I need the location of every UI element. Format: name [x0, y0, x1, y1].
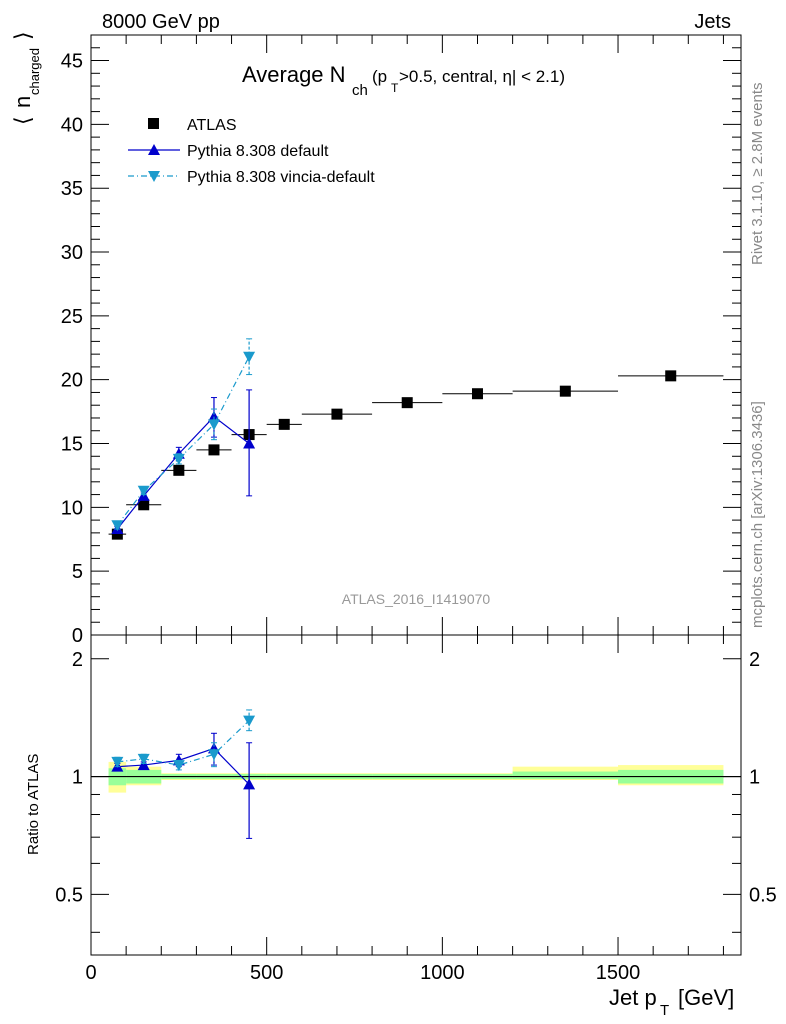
title-cond-rest: >0.5, central, η| < 2.1) [399, 67, 565, 86]
legend: ATLAS Pythia 8.308 default Pythia 8.308 … [128, 117, 375, 186]
ratio-frame [90, 634, 742, 956]
ratio-ticks: 0.5 0.5 1 1 2 2 0 500 1000 1500 [55, 635, 777, 984]
main-series-2-point [137, 485, 150, 497]
legend-item-pythia-vincia: Pythia 8.308 vincia-default [128, 169, 375, 186]
y-tick-label: 40 [61, 114, 83, 136]
y-tick-label: 5 [72, 561, 83, 583]
ratio-series-1-point [111, 756, 124, 768]
ratio-series-1-line [117, 720, 250, 766]
main-series-0-point [278, 418, 290, 430]
y-tick-label: 25 [61, 306, 83, 328]
main-series-2-line [116, 356, 250, 526]
ratio-y-tick-label-left: 0.5 [55, 884, 83, 906]
legend-label-pythia-default: Pythia 8.308 default [187, 143, 329, 160]
y-tick-label: 30 [61, 242, 83, 264]
x-tick-label: 0 [85, 962, 96, 984]
main-series-0-point [138, 499, 150, 511]
ratio-series-1-point [172, 760, 185, 772]
y-tick-label: 45 [61, 51, 83, 73]
legend-item-atlas: ATLAS [148, 117, 237, 134]
y-tick-label: 0 [72, 625, 83, 647]
ratio-y-tick-label-right: 1 [749, 767, 760, 789]
ratio-y-tick-label-left: 1 [72, 767, 83, 789]
ratio-y-tick-label-right: 2 [749, 649, 760, 671]
main-series-0-point [401, 397, 413, 409]
y-tick-label: 35 [61, 178, 83, 200]
main-series-0-point [331, 408, 343, 420]
main-series-2-point [243, 351, 256, 363]
rivet-version: Rivet 3.1.10, ≥ 2.8M events [749, 83, 766, 266]
xlabel-sub: T [660, 1002, 669, 1019]
main-title: Average N ch (p T >0.5, central, η| < 2.… [242, 62, 565, 99]
ratio-series-1-point [137, 753, 150, 765]
title-cond-sub: T [391, 81, 399, 95]
legend-marker-triangle-down [148, 171, 160, 182]
main-series-0-point [559, 385, 571, 397]
ylabel-sub: charged [27, 48, 42, 95]
ratio-y-tick-label-right: 0.5 [749, 884, 777, 906]
legend-label-pythia-vincia: Pythia 8.308 vincia-default [187, 169, 375, 186]
legend-item-pythia-default: Pythia 8.308 default [128, 143, 329, 160]
x-tick-label: 1000 [420, 962, 465, 984]
legend-marker-square [148, 118, 159, 129]
ratio-band-inner [512, 771, 619, 780]
main-series-0-point [111, 528, 123, 540]
title-cond: (p [372, 67, 387, 86]
title-main: Average N [242, 62, 346, 87]
main-ylabel: ⟨ n charged ⟩ [10, 31, 42, 125]
main-panel: 0 5 10 15 20 25 30 35 40 45 ATLAS_2016_I1419070 A… [10, 31, 742, 647]
ratio-panel: 0.5 0.5 1 1 2 2 0 500 1000 1500 Ratio to ATLAS Je… [25, 634, 777, 1019]
main-series-0-point [665, 370, 677, 382]
ylabel-main: n [10, 96, 35, 108]
main-series-2-point [172, 453, 185, 465]
y-tick-label: 20 [61, 370, 83, 392]
main-series-2-point [111, 520, 124, 532]
title-sub: ch [352, 82, 368, 99]
main-series-2-point [207, 419, 220, 431]
main-series-0-point [173, 464, 185, 476]
xlabel-main: Jet p [609, 985, 657, 1010]
mcplots-source: mcplots.cern.ch [arXiv:1306.3436] [749, 401, 766, 628]
ratio-series-0-point [243, 778, 256, 790]
legend-marker-triangle-up [148, 144, 160, 155]
header-right: Jets [694, 11, 731, 33]
ratio-ylabel: Ratio to ATLAS [25, 754, 42, 855]
xlabel-unit: [GeV] [678, 985, 734, 1010]
main-content [108, 338, 724, 540]
ratio-y-tick-label-left: 2 [72, 649, 83, 671]
main-ticks: 0 5 10 15 20 25 30 35 40 45 [61, 34, 741, 647]
main-series-0-point [208, 444, 220, 456]
ylabel-bracket-open: ⟨ [10, 116, 35, 125]
ratio-xlabel: Jet p T [GeV] [609, 985, 734, 1019]
legend-label-atlas: ATLAS [187, 117, 237, 134]
y-tick-label: 10 [61, 497, 83, 519]
ratio-content [91, 709, 741, 839]
ylabel-bracket-close: ⟩ [10, 31, 35, 40]
main-series-0-point [471, 388, 483, 400]
header-left: 8000 GeV pp [102, 11, 220, 33]
main-series-1-point [243, 437, 256, 449]
x-tick-label: 1500 [596, 962, 641, 984]
ratio-series-1-point [207, 749, 220, 761]
x-tick-label: 500 [250, 962, 283, 984]
ratio-series-1-point [243, 715, 256, 727]
y-tick-label: 15 [61, 434, 83, 456]
watermark: ATLAS_2016_I1419070 [342, 591, 491, 607]
